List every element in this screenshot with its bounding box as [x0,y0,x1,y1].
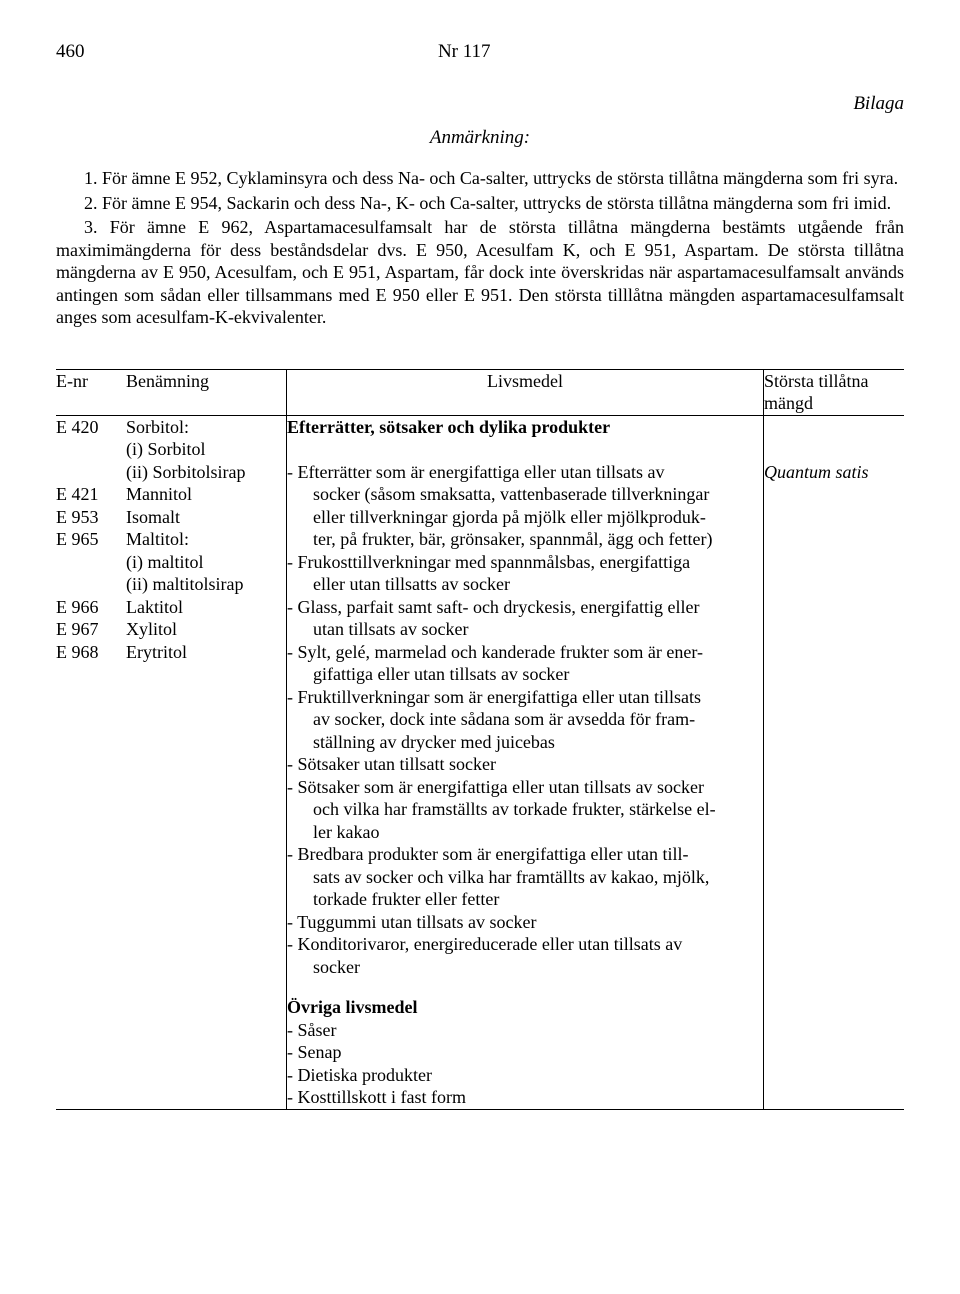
livsmedel-item: - Sötsaker som är energifattiga eller ut… [287,776,763,799]
th-livsmedel: Livsmedel [287,369,764,415]
livsmedel-item: - Frukosttillverkningar med spannmålsbas… [287,551,763,574]
enr-cell: E 421 [56,483,126,506]
attachment-label: Bilaga [56,92,904,116]
table-body-row: E 420 E 421E 953E 965 E 966E 967E 968 So… [56,415,904,1109]
benamning-cell: Isomalt [126,506,286,529]
livsmedel-item: - Sötsaker utan tillsatt socker [287,753,763,776]
livsmedel-item: - Konditorivaror, energireducerade eller… [287,933,763,956]
enr-cell: E 965 [56,528,126,551]
remark-paragraph-1: 1. För ämne E 952, Cyklaminsyra och dess… [56,167,904,190]
livsmedel-section-title: Efterrätter, sötsaker och dylika produkt… [287,416,763,439]
livsmedel-item-cont: eller tillverkningar gjorda på mjölk ell… [287,506,763,529]
benamning-cell: Laktitol [126,596,286,619]
page-number: 460 [56,40,85,64]
th-benamning: Benämning [126,369,287,415]
livsmedel-item-cont: ler kakao [287,821,763,844]
benamning-cell: (i) maltitol [126,551,286,574]
livsmedel-item: - Senap [287,1041,763,1064]
livsmedel-item-cont: och vilka har framställts av torkade fru… [287,798,763,821]
benamning-cell: (i) Sorbitol [126,438,286,461]
livsmedel-item-cont: socker (såsom smaksatta, vattenbaserade … [287,483,763,506]
livsmedel-item-cont: torkade frukter eller fetter [287,888,763,911]
remark-paragraph-2: 2. För ämne E 954, Sackarin och dess Na-… [56,192,904,215]
livsmedel-item: - Kosttillskott i fast form [287,1086,763,1109]
spacer [287,438,763,461]
enr-cell [56,551,126,574]
spacer [764,416,904,439]
page-header: 460 Nr 117 [56,40,904,64]
remark-body: 1. För ämne E 952, Cyklaminsyra och dess… [56,167,904,329]
livsmedel-item: - Sylt, gelé, marmelad och kanderade fru… [287,641,763,664]
livsmedel-item-cont: ter, på frukter, bär, grönsaker, spannmå… [287,528,763,551]
benamning-cell: Xylitol [126,618,286,641]
livsmedel-item: - Tuggummi utan tillsats av socker [287,911,763,934]
benamning-cell: Erytritol [126,641,286,664]
enr-cell: E 966 [56,596,126,619]
enr-cell [56,438,126,461]
remark-heading: Anmärkning: [56,126,904,150]
doc-number: Nr 117 [438,40,491,64]
benamning-cell: Maltitol: [126,528,286,551]
enr-cell: E 967 [56,618,126,641]
enr-cell [56,461,126,484]
benamning-cell: Mannitol [126,483,286,506]
livsmedel-item-cont: utan tillsats av socker [287,618,763,641]
livsmedel-item: - Såser [287,1019,763,1042]
spacer [764,438,904,461]
enr-cell: E 968 [56,641,126,664]
livsmedel-item: - Glass, parfait samt saft- och dryckesi… [287,596,763,619]
amount-value: Quantum satis [764,461,904,484]
livsmedel-item-cont: sats av socker och vilka har framtällts … [287,866,763,889]
table-header-row: E-nr Benämning Livsmedel Största tillåtn… [56,369,904,415]
livsmedel-item: - Fruktillverkningar som är energifattig… [287,686,763,709]
livsmedel-item: - Efterrätter som är energifattiga eller… [287,461,763,484]
enr-cell: E 953 [56,506,126,529]
livsmedel-item-cont: ställning av drycker med juicebas [287,731,763,754]
livsmedel-item: - Bredbara produkter som är energifattig… [287,843,763,866]
enr-cell [56,573,126,596]
th-amount: Största tillåtna mängd [764,369,905,415]
livsmedel-item-cont: av socker, dock inte sådana som är avsed… [287,708,763,731]
livsmedel-item-cont: gifattiga eller utan tillsats av socker [287,663,763,686]
livsmedel-item-cont: socker [287,956,763,979]
benamning-cell: (ii) Sorbitolsirap [126,461,286,484]
benamning-cell: (ii) maltitolsirap [126,573,286,596]
substances-table: E-nr Benämning Livsmedel Största tillåtn… [56,369,904,1110]
livsmedel-item-cont: eller utan tillsatts av socker [287,573,763,596]
benamning-cell: Sorbitol: [126,416,286,439]
livsmedel-item: - Dietiska produkter [287,1064,763,1087]
livsmedel-section-title: Övriga livsmedel [287,996,763,1019]
enr-cell: E 420 [56,416,126,439]
th-enr: E-nr [56,369,126,415]
remark-paragraph-3: 3. För ämne E 962, Aspartamacesulfamsalt… [56,216,904,329]
